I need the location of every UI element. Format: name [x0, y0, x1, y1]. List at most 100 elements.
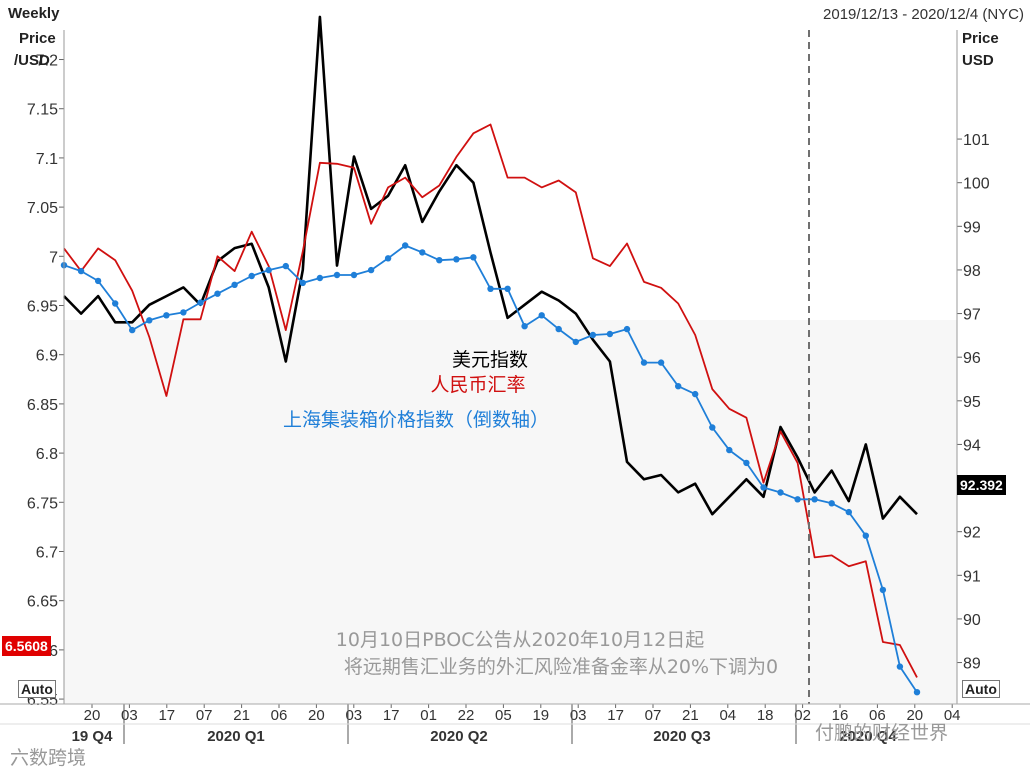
freight-index-point — [112, 300, 119, 307]
freight-index-point — [811, 496, 818, 503]
left-axis-tick-label: 6.9 — [36, 348, 58, 365]
freight-index-point — [129, 326, 136, 334]
x-axis-tick-label: 04 — [944, 707, 961, 724]
quarter-label: 19 Q4 — [72, 728, 114, 745]
x-axis-tick-label: 21 — [233, 707, 250, 724]
x-axis-tick-label: 03 — [570, 707, 587, 724]
freight-index-point — [384, 255, 392, 262]
freight-index-point — [743, 459, 750, 467]
x-axis-tick-label: 16 — [832, 707, 849, 724]
right-axis-tick-label: 90 — [963, 612, 981, 629]
left-axis-tick-label: 7.05 — [27, 200, 58, 217]
x-axis-tick-label: 20 — [308, 707, 325, 724]
freight-index-point — [487, 285, 494, 292]
watermark-right: 付鹏的财经世界 — [815, 722, 949, 744]
x-axis-tick-label: 21 — [682, 707, 699, 724]
freight-index-point — [794, 496, 801, 503]
freight-index-point — [589, 331, 597, 339]
freight-index-point — [879, 586, 887, 594]
freight-index-point — [180, 309, 187, 316]
quarter-label: 2020 Q1 — [207, 728, 265, 745]
freight-index-point — [402, 242, 409, 249]
freight-index-point — [623, 325, 631, 333]
freight-index-point — [913, 689, 921, 696]
freight-index-point — [197, 299, 204, 306]
x-axis-tick-label: 18 — [757, 707, 774, 724]
x-axis-tick-label: 22 — [458, 707, 475, 724]
freight-index-point — [231, 281, 238, 288]
x-axis-tick-label: 07 — [196, 707, 213, 724]
right-axis-tick-label: 95 — [963, 394, 981, 411]
freight-index-point — [333, 271, 341, 279]
left-unit-line2: /USD — [14, 52, 50, 69]
freight-index-point — [163, 312, 170, 319]
freight-index-point — [265, 266, 272, 274]
freight-index-point — [299, 279, 306, 287]
freight-index-point — [282, 262, 289, 270]
x-axis-tick-label: 17 — [607, 707, 624, 724]
watermark-left: 六数跨境 — [10, 747, 87, 769]
x-axis-tick-label: 01 — [420, 707, 437, 724]
x-axis-tick-label: 06 — [271, 707, 288, 724]
left-axis-tick-label: 6.85 — [27, 397, 58, 414]
right-axis-tick-label: 96 — [963, 350, 981, 367]
legend-usd-index: 美元指数 — [452, 349, 528, 371]
right-axis-tick-label: 89 — [963, 656, 981, 673]
freight-index-point — [521, 323, 528, 330]
freight-index-point — [726, 446, 733, 454]
freight-index-point — [77, 267, 85, 275]
left-axis-tick-label: 7.15 — [27, 102, 58, 119]
date-range: 2019/12/13 - 2020/12/4 (NYC) — [823, 6, 1024, 23]
right-axis-tick-label: 97 — [963, 307, 981, 324]
x-axis-tick-label: 07 — [645, 707, 662, 724]
freight-index-point — [692, 390, 699, 398]
quarter-label: 2020 Q3 — [653, 728, 711, 745]
auto-scale-right-button[interactable]: Auto — [962, 680, 1000, 698]
left-axis-tick-label: 6.95 — [27, 299, 58, 316]
x-axis-tick-label: 17 — [158, 707, 175, 724]
freight-index-point — [760, 484, 767, 491]
freight-index-point — [777, 489, 784, 496]
left-unit-line1: Price — [19, 30, 56, 47]
freight-index-point — [572, 338, 579, 346]
x-axis-tick-label: 02 — [794, 707, 811, 724]
freight-index-point — [555, 325, 562, 333]
annotation-line-1: 10月10日PBOC公告从2020年10月12日起 — [336, 629, 704, 651]
x-axis-tick-label: 03 — [345, 707, 362, 724]
pboc-annotation: 10月10日PBOC公告从2020年10月12日起 将远期售汇业务的外汇风险准备… — [336, 629, 778, 678]
freight-index-point — [146, 317, 153, 324]
left-axis-tick-label: 7 — [49, 249, 58, 266]
freight-index-point — [436, 257, 443, 264]
x-axis-tick-label: 04 — [719, 707, 736, 724]
freight-index-point — [316, 274, 324, 282]
legend-freight-index: 上海集装箱价格指数（倒数轴） — [283, 409, 549, 431]
right-unit-line2: USD — [962, 52, 994, 69]
x-axis-tick-label: 03 — [121, 707, 138, 724]
quarter-label: 2020 Q2 — [430, 728, 488, 745]
freight-index-point — [845, 508, 852, 516]
left-axis-tick-label: 7.2 — [36, 53, 58, 70]
period-label: Weekly — [8, 5, 60, 22]
freight-index-point — [419, 249, 426, 256]
legend-cny: 人民币汇率 — [430, 374, 525, 396]
freight-index-point — [606, 330, 614, 338]
right-axis-tick-label: 99 — [963, 219, 981, 236]
right-axis-tick-label: 91 — [963, 568, 981, 585]
freight-index-point — [657, 359, 665, 366]
right-axis-tick-label: 100 — [963, 176, 990, 193]
x-axis-tick-label: 17 — [383, 707, 400, 724]
freight-index-point — [862, 532, 869, 539]
left-axis-tick-label: 6.75 — [27, 495, 58, 512]
freight-index-point — [470, 254, 477, 261]
freight-index-point — [828, 500, 835, 507]
x-axis-tick-label: 06 — [869, 707, 886, 724]
freight-index-point — [675, 383, 682, 390]
right-last-value-badge: 92.392 — [957, 475, 1006, 495]
freight-index-point — [640, 359, 648, 366]
auto-scale-left-button[interactable]: Auto — [18, 680, 56, 698]
left-axis-tick-label: 7.1 — [36, 151, 58, 168]
right-axis-tick-label: 101 — [963, 132, 990, 149]
right-axis-tick-label: 92 — [963, 525, 981, 542]
left-axis-tick-label: 6.7 — [36, 544, 58, 561]
